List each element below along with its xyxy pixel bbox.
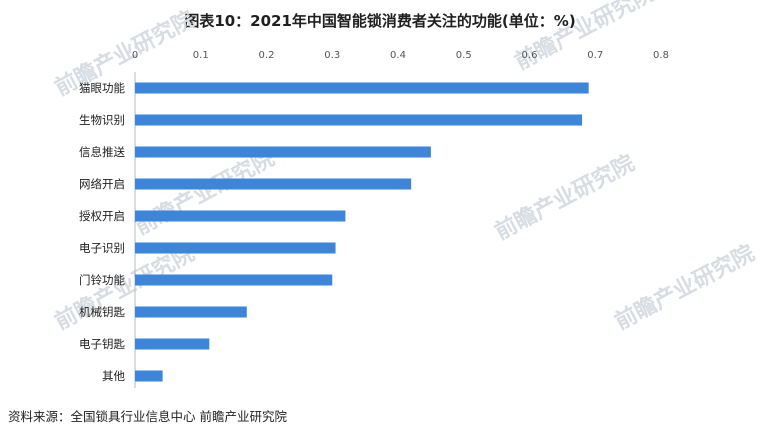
bar (135, 242, 336, 254)
bar (135, 274, 333, 286)
watermark-text: 前瞻产业研究院 (131, 145, 279, 240)
category-label: 网络开启 (79, 177, 125, 191)
category-label: 电子钥匙 (79, 337, 125, 351)
chart-title: 图表10：2021年中国智能锁消费者关注的功能(单位：%) (184, 12, 576, 30)
bar (135, 370, 163, 382)
bar (135, 114, 583, 126)
bar (135, 210, 346, 222)
category-label: 电子识别 (79, 241, 125, 255)
bar (135, 146, 431, 158)
watermark-text: 前瞻产业研究院 (491, 150, 639, 245)
category-label: 门铃功能 (79, 273, 125, 287)
watermark-text: 前瞻产业研究院 (611, 240, 759, 335)
source-note: 资料来源：全国锁具行业信息中心 前瞻产业研究院 (8, 409, 287, 424)
bar (135, 306, 247, 318)
x-tick-label: 0.1 (193, 50, 209, 61)
x-tick-label: 0.2 (259, 50, 275, 61)
x-tick-label: 0.6 (522, 50, 538, 61)
category-label: 猫眼功能 (79, 81, 125, 95)
bar-layer (135, 82, 589, 382)
x-tick-label: 0 (132, 50, 138, 61)
category-label: 生物识别 (79, 113, 125, 127)
x-tick-label: 0.4 (390, 50, 406, 61)
x-tick-label: 0.3 (324, 50, 340, 61)
bar (135, 178, 412, 190)
x-tick-label: 0.5 (456, 50, 472, 61)
category-label: 信息推送 (79, 145, 125, 159)
bar (135, 338, 210, 350)
category-label: 机械钥匙 (79, 305, 125, 319)
x-tick-label: 0.7 (587, 50, 603, 61)
category-label: 其他 (102, 369, 125, 383)
watermark-text: 前瞻产业研究院 (511, 0, 659, 75)
x-tick-label: 0.8 (653, 50, 669, 61)
bar (135, 82, 589, 94)
category-label: 授权开启 (79, 209, 125, 223)
